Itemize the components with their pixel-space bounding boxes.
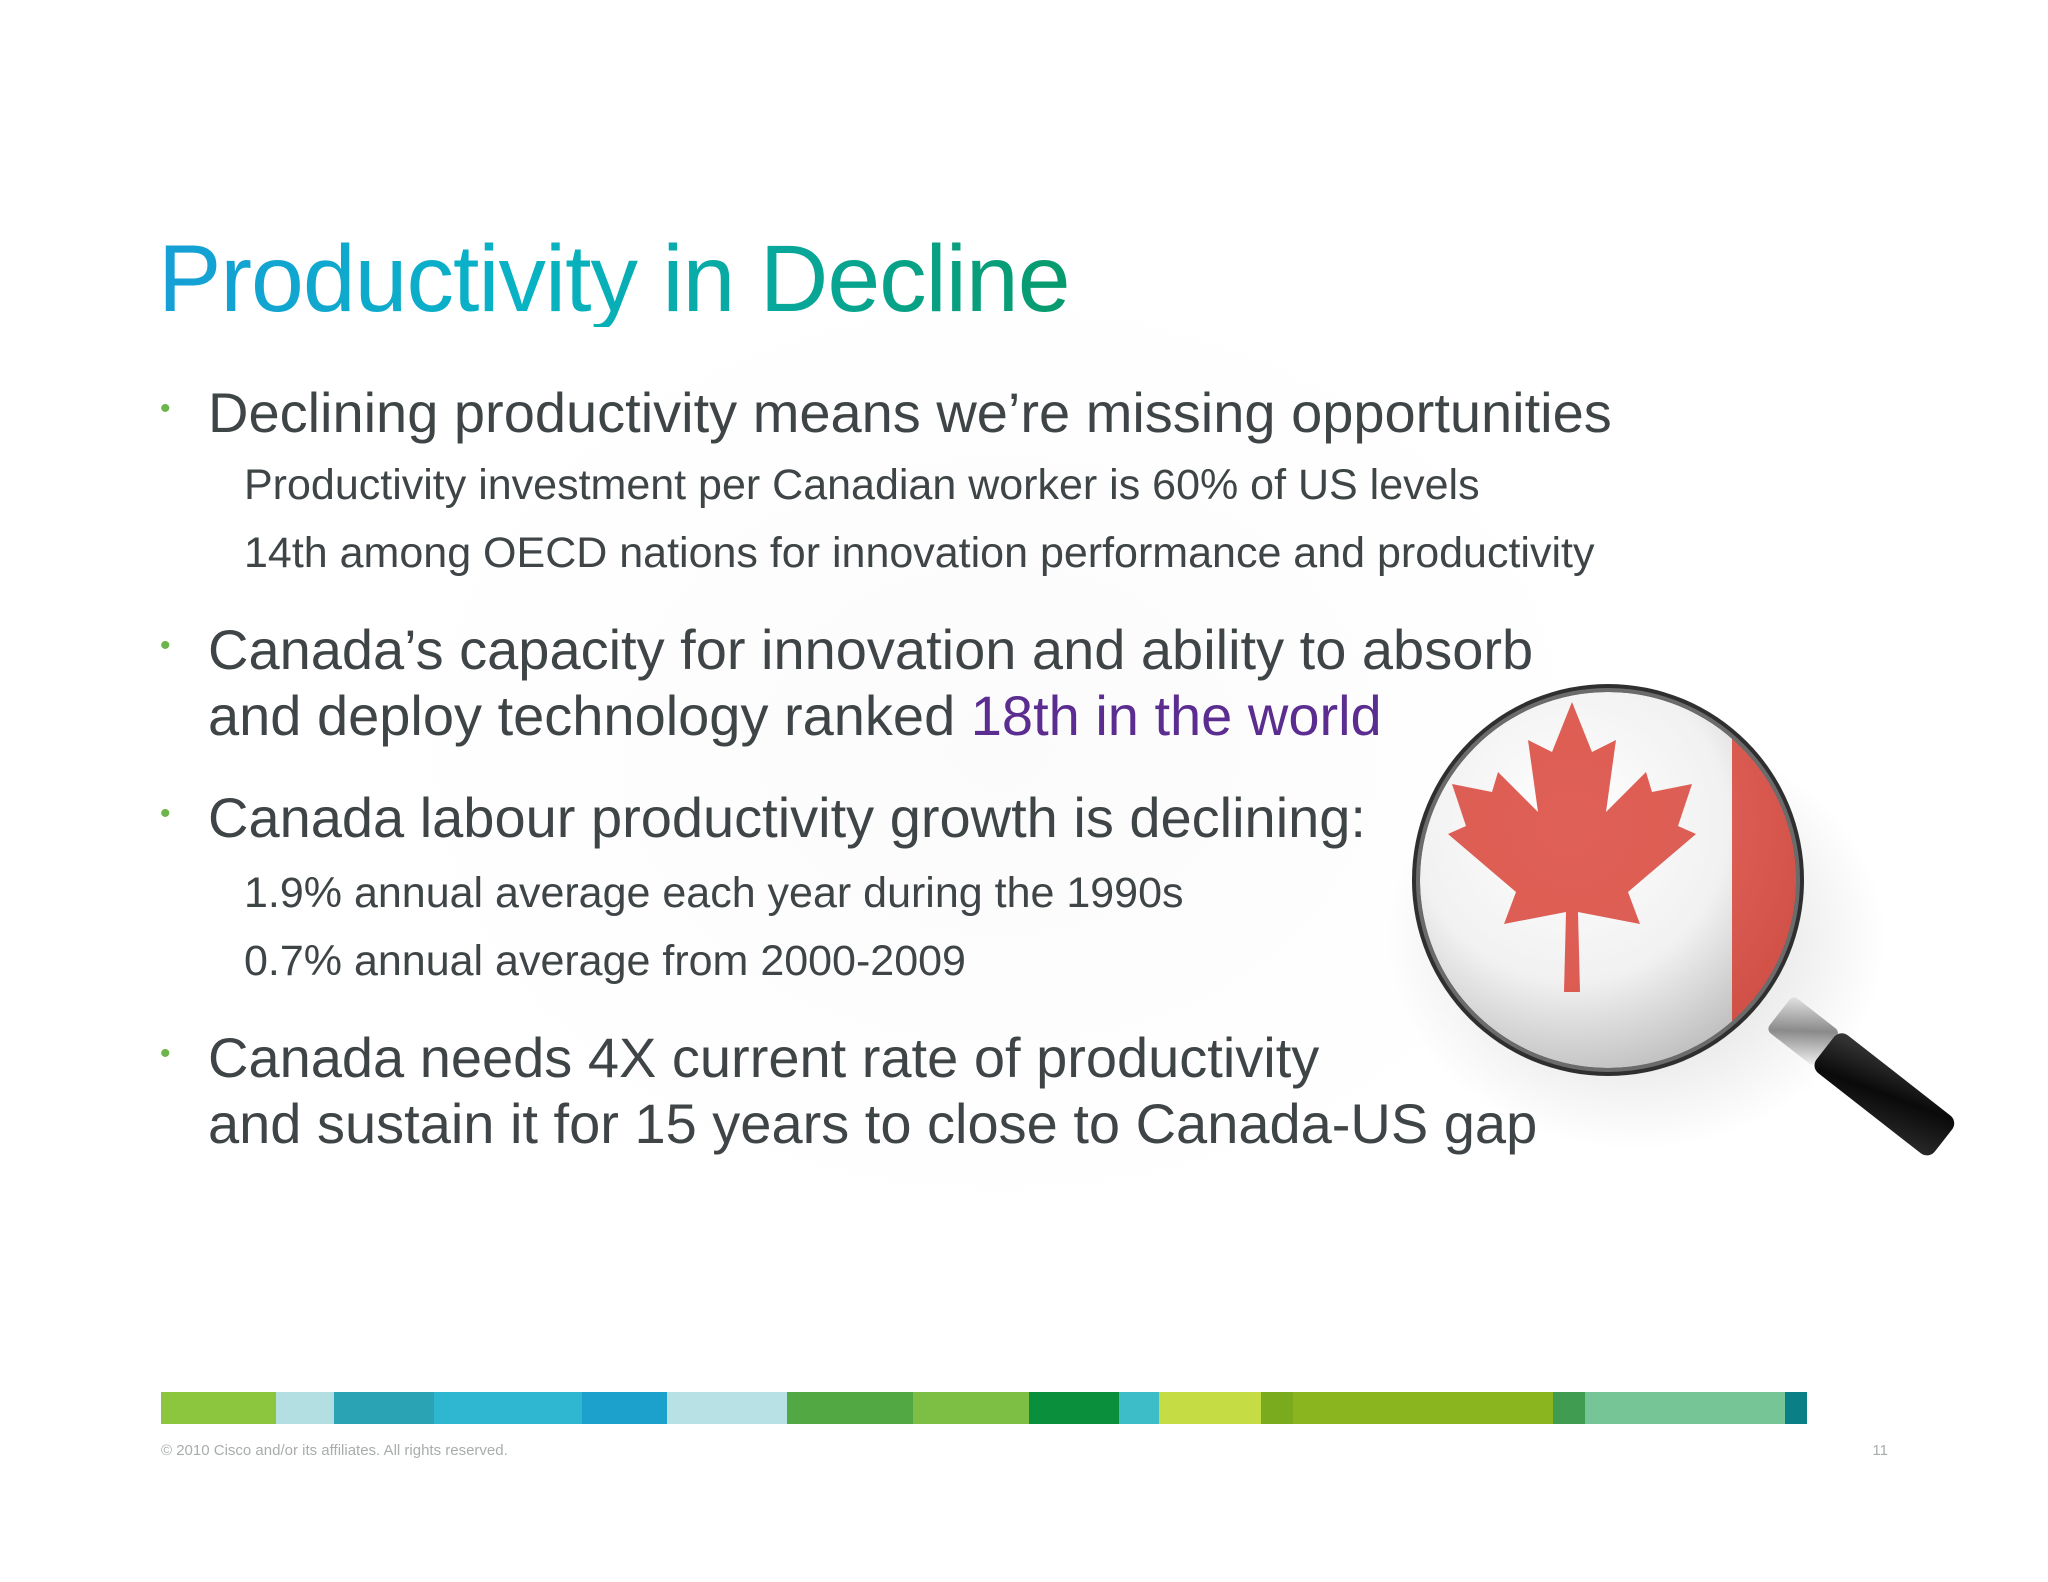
strip-segment — [161, 1392, 276, 1424]
highlighted-rank: 18th in the world — [970, 684, 1382, 747]
sub-bullet: 1.9% annual average each year during the… — [244, 869, 1184, 917]
sub-bullet: Productivity investment per Canadian wor… — [244, 461, 1480, 509]
bullet-line: and sustain it for 15 years to close to … — [208, 1092, 1538, 1155]
strip-segment — [913, 1392, 1029, 1424]
bullet-text: Canada needs 4X current rate of producti… — [208, 1025, 1537, 1157]
strip-segment — [787, 1392, 913, 1424]
copyright-footer: © 2010 Cisco and/or its affiliates. All … — [161, 1442, 508, 1459]
strip-segment — [667, 1392, 787, 1424]
bullet-text: Canada’s capacity for innovation and abi… — [208, 617, 1533, 749]
strip-segment — [1029, 1392, 1119, 1424]
page-number: 11 — [1872, 1442, 1888, 1459]
strip-segment — [1553, 1392, 1585, 1424]
strip-segment — [276, 1392, 334, 1424]
bullet-line: Canada labour productivity growth is dec… — [208, 786, 1366, 849]
sub-bullet: 14th among OECD nations for innovation p… — [244, 529, 1595, 577]
sub-bullet: 0.7% annual average from 2000-2009 — [244, 937, 966, 985]
strip-segment — [1293, 1392, 1553, 1424]
bullet-line: and deploy technology ranked 18th in the… — [208, 683, 1533, 749]
magnifying-glass-canada-flag-icon — [1386, 684, 1955, 1156]
slide-title: Productivity in Decline — [158, 226, 1071, 332]
bullet-text: Declining productivity means we’re missi… — [208, 380, 1612, 446]
strip-segment — [1261, 1392, 1293, 1424]
strip-segment — [1585, 1392, 1785, 1424]
bullet-line: Canada needs 4X current rate of producti… — [208, 1026, 1320, 1089]
bullet-dot-icon: • — [160, 797, 171, 830]
bullet-line: Canada’s capacity for innovation and abi… — [208, 618, 1534, 681]
strip-segment — [1159, 1392, 1261, 1424]
bullet-dot-icon: • — [160, 629, 171, 662]
strip-segment — [1785, 1392, 1807, 1424]
strip-segment — [434, 1392, 582, 1424]
bullet-text: Canada labour productivity growth is dec… — [208, 785, 1366, 851]
bullet-line-prefix: and deploy technology ranked — [208, 684, 971, 747]
strip-segment — [334, 1392, 434, 1424]
bullet-line: Declining productivity means we’re missi… — [208, 381, 1612, 444]
strip-segment — [1119, 1392, 1159, 1424]
strip-segment — [582, 1392, 667, 1424]
decorative-color-strip — [161, 1392, 1887, 1424]
bullet-dot-icon: • — [160, 1037, 171, 1070]
bullet-dot-icon: • — [160, 392, 171, 425]
